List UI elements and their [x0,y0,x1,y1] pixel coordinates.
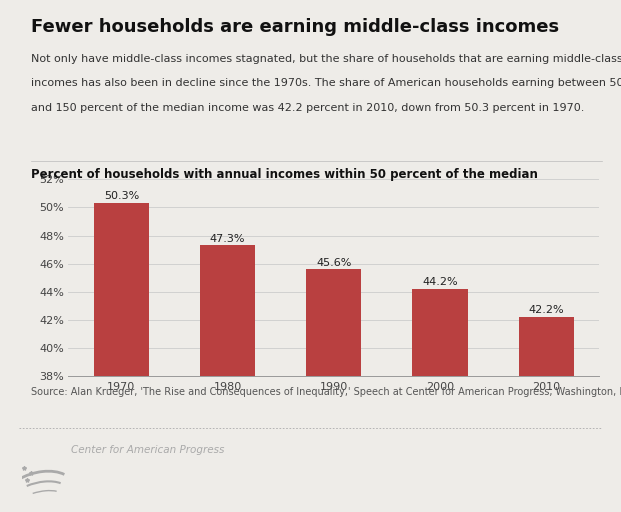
Bar [519,317,574,376]
Text: Center for American Progress: Center for American Progress [71,445,225,456]
Text: Source: Alan Krueger, 'The Rise and Consequences of Inequality,' Speech at Cente: Source: Alan Krueger, 'The Rise and Cons… [31,387,621,397]
Text: 44.2%: 44.2% [422,278,458,287]
Bar [412,289,468,376]
Text: 45.6%: 45.6% [316,258,351,268]
Text: Not only have middle-class incomes stagnated, but the share of households that a: Not only have middle-class incomes stagn… [31,54,621,64]
Text: Fewer households are earning middle-class incomes: Fewer households are earning middle-clas… [31,18,559,36]
Text: 47.3%: 47.3% [210,233,245,244]
Text: 42.2%: 42.2% [528,306,564,315]
Text: and 150 percent of the median income was 42.2 percent in 2010, down from 50.3 pe: and 150 percent of the median income was… [31,103,584,113]
Bar [306,269,361,376]
Text: Percent of households with annual incomes within 50 percent of the median: Percent of households with annual income… [31,168,538,181]
Text: 50.3%: 50.3% [104,191,139,201]
Bar [200,245,255,376]
Bar [94,203,149,376]
Text: incomes has also been in decline since the 1970s. The share of American househol: incomes has also been in decline since t… [31,78,621,89]
